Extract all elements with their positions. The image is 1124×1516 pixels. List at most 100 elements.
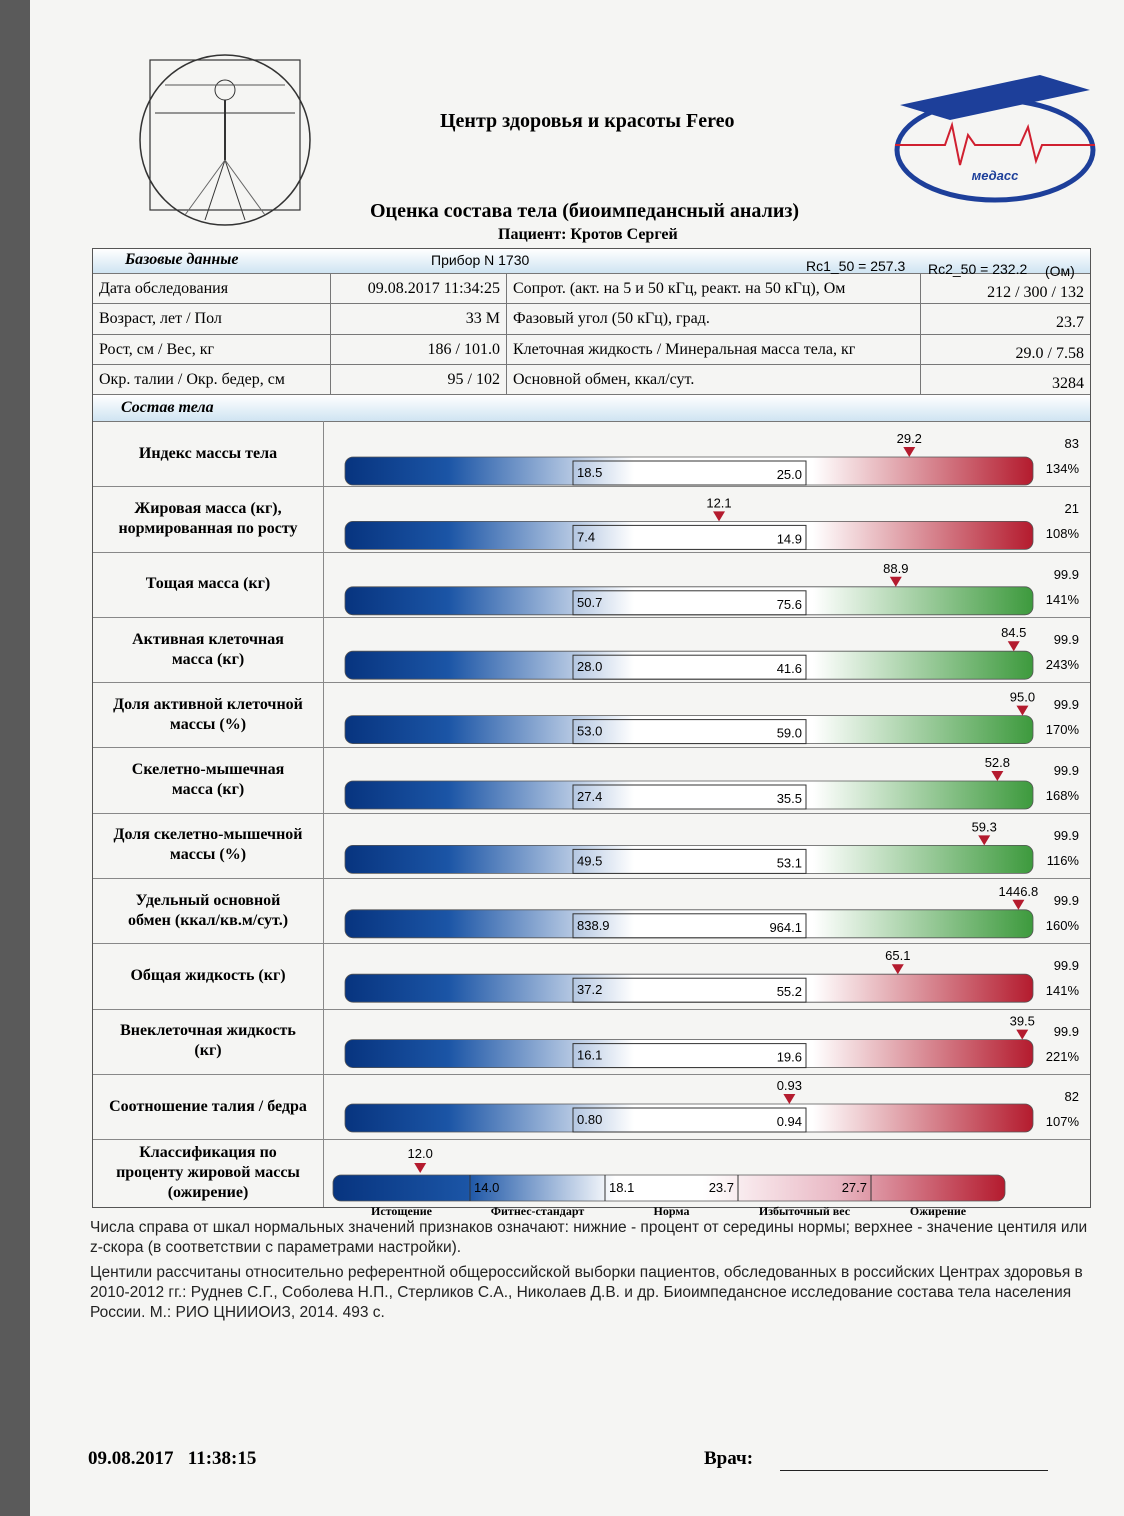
- low-bound: 37.2: [577, 983, 602, 998]
- label-line: Классификация по: [139, 1144, 277, 1162]
- metric-label: Доля скелетно-мышечной массы (%): [93, 812, 324, 879]
- centile: 21: [1065, 501, 1079, 516]
- svg-text:медасс: медасс: [972, 168, 1020, 183]
- value-label: 12.1: [706, 496, 731, 511]
- threshold-label: 14.0: [474, 1180, 499, 1195]
- metric-row: Индекс массы тела 18.5 25.0 29.2 83 134%: [93, 421, 1090, 488]
- scale: 14.0 18.1 23.7 27.7 Истощение Фитнес-стандарт…: [332, 1146, 1006, 1218]
- cell-value: 186 / 101.0: [331, 334, 507, 365]
- cell-label: Дата обследования: [93, 274, 331, 305]
- label-line: Соотношение талия / бедра: [109, 1097, 307, 1115]
- low-bound: 49.5: [577, 853, 602, 868]
- value-label: 59.3: [972, 819, 997, 834]
- metric-row: Тощая масса (кг) 50.7 75.6 88.9 99.9 141%: [93, 551, 1090, 618]
- cell-label: Клеточная жидкость / Минеральная масса т…: [507, 334, 921, 365]
- norm-range: [572, 719, 807, 745]
- label-line: Доля активной клеточной: [113, 695, 303, 713]
- metric-row: Внеклеточная жидкость (кг) 16.1 19.6 39.5 99.…: [93, 1008, 1090, 1075]
- low-bound: 16.1: [577, 1047, 602, 1062]
- zone-label: Истощение: [371, 1204, 433, 1218]
- scale: 16.1 19.6 39.5 99.9 221%: [344, 1013, 1079, 1068]
- doctor-label: Врач:: [704, 1448, 754, 1469]
- percent: 243%: [1046, 657, 1080, 672]
- metric-row: Доля скелетно-мышечной массы (%) 49.5 53.1 5…: [93, 812, 1090, 880]
- center-name: Центр здоровья и красоты Fereo: [440, 110, 735, 132]
- label-line: Активная клеточная: [132, 630, 284, 648]
- cell-value: 09.08.2017 11:34:25: [331, 274, 507, 305]
- note: Числа справа от шкал нормальных значений…: [90, 1219, 1088, 1256]
- metric-label: Классификация по проценту жировой массы (о…: [93, 1139, 324, 1207]
- norm-range: [572, 589, 807, 615]
- high-bound: 35.5: [777, 791, 802, 806]
- label-line: масса (кг): [171, 650, 245, 668]
- value-label: 12.0: [408, 1146, 433, 1161]
- scale: 838.9 964.1 1446.8 99.9 160%: [344, 884, 1080, 939]
- value-label: 52.8: [985, 755, 1010, 770]
- scale: 50.7 75.6 88.9 99.9 141%: [344, 560, 1079, 615]
- value-marker: [891, 964, 904, 975]
- value-marker: [414, 1163, 427, 1174]
- percent: 107%: [1046, 1114, 1080, 1129]
- label-line: Жировая масса (кг),: [134, 499, 282, 517]
- high-bound: 0.94: [777, 1114, 802, 1129]
- percent: 134%: [1046, 461, 1080, 476]
- metric-label: Индекс массы тела: [93, 421, 324, 487]
- centile: 99.9: [1054, 893, 1079, 908]
- signature-line: [780, 1470, 1048, 1471]
- value-marker: [903, 447, 916, 457]
- high-bound: 41.6: [777, 661, 802, 676]
- low-bound: 0.80: [577, 1112, 602, 1127]
- threshold-label: 23.7: [709, 1180, 734, 1195]
- metric-label: Тощая масса (кг): [93, 551, 324, 617]
- value-label: 39.5: [1010, 1013, 1035, 1028]
- vitruvian-logo: [139, 54, 311, 226]
- norm-range: [572, 460, 807, 486]
- metric-label: Общая жидкость (кг): [93, 943, 324, 1009]
- metric-label: Активная клеточная масса (кг): [93, 616, 324, 683]
- value-label: 0.93: [777, 1078, 802, 1093]
- cell-value: 3284: [921, 365, 1090, 396]
- metric-row: Общая жидкость (кг) 37.2 55.2 65.1 99.9 141%: [93, 943, 1090, 1010]
- value-label: 84.5: [1001, 625, 1026, 640]
- centile: 82: [1065, 1089, 1079, 1104]
- percent: 168%: [1046, 788, 1080, 803]
- norm-range: [572, 848, 807, 874]
- centile: 99.9: [1054, 958, 1079, 973]
- metric-label: Соотношение талия / бедра: [93, 1074, 324, 1140]
- high-bound: 25.0: [777, 467, 802, 482]
- metric-label: Скелетно-мышечная масса (кг): [93, 747, 324, 813]
- percent: 108%: [1046, 526, 1080, 541]
- composition-header: Состав тела: [93, 395, 1090, 422]
- low-bound: 50.7: [577, 594, 602, 609]
- metric-row: Доля активной клеточной массы (%) 53.0 59.0…: [93, 682, 1090, 749]
- centile: 99.9: [1054, 697, 1079, 712]
- label-line: Доля скелетно-мышечной: [113, 826, 303, 844]
- label-line: обмен (ккал/кв.м/сут.): [127, 911, 289, 929]
- high-bound: 53.1: [777, 855, 802, 870]
- centile: 99.9: [1054, 632, 1079, 647]
- low-bound: 18.5: [577, 465, 602, 480]
- value-marker: [1007, 641, 1020, 652]
- bar: [332, 1174, 1006, 1202]
- label-line: нормированная по росту: [118, 519, 298, 537]
- norm-range: [572, 913, 807, 939]
- zone-label: Ожирение: [910, 1204, 967, 1218]
- label-line: Общая жидкость (кг): [130, 967, 286, 985]
- percent: 141%: [1046, 983, 1080, 998]
- percent: 160%: [1046, 918, 1080, 933]
- norm-range: [572, 1107, 807, 1133]
- percent: 116%: [1047, 853, 1080, 868]
- value-marker: [783, 1094, 796, 1104]
- label-line: Индекс массы тела: [138, 444, 278, 462]
- rc2: Rc2_50 = 232.2: [928, 261, 1028, 277]
- cell-value: 95 / 102: [331, 364, 507, 396]
- value-marker: [713, 511, 726, 522]
- threshold-label: 27.7: [842, 1180, 867, 1195]
- centile: 99.9: [1054, 567, 1079, 582]
- label-line: массы (%): [169, 715, 247, 733]
- device: Прибор N 1730: [431, 252, 530, 268]
- metric-label: Жировая масса (кг), нормированная по рост…: [93, 486, 324, 552]
- low-bound: 28.0: [577, 659, 602, 674]
- value-label: 95.0: [1010, 690, 1035, 705]
- norm-range: [572, 525, 807, 551]
